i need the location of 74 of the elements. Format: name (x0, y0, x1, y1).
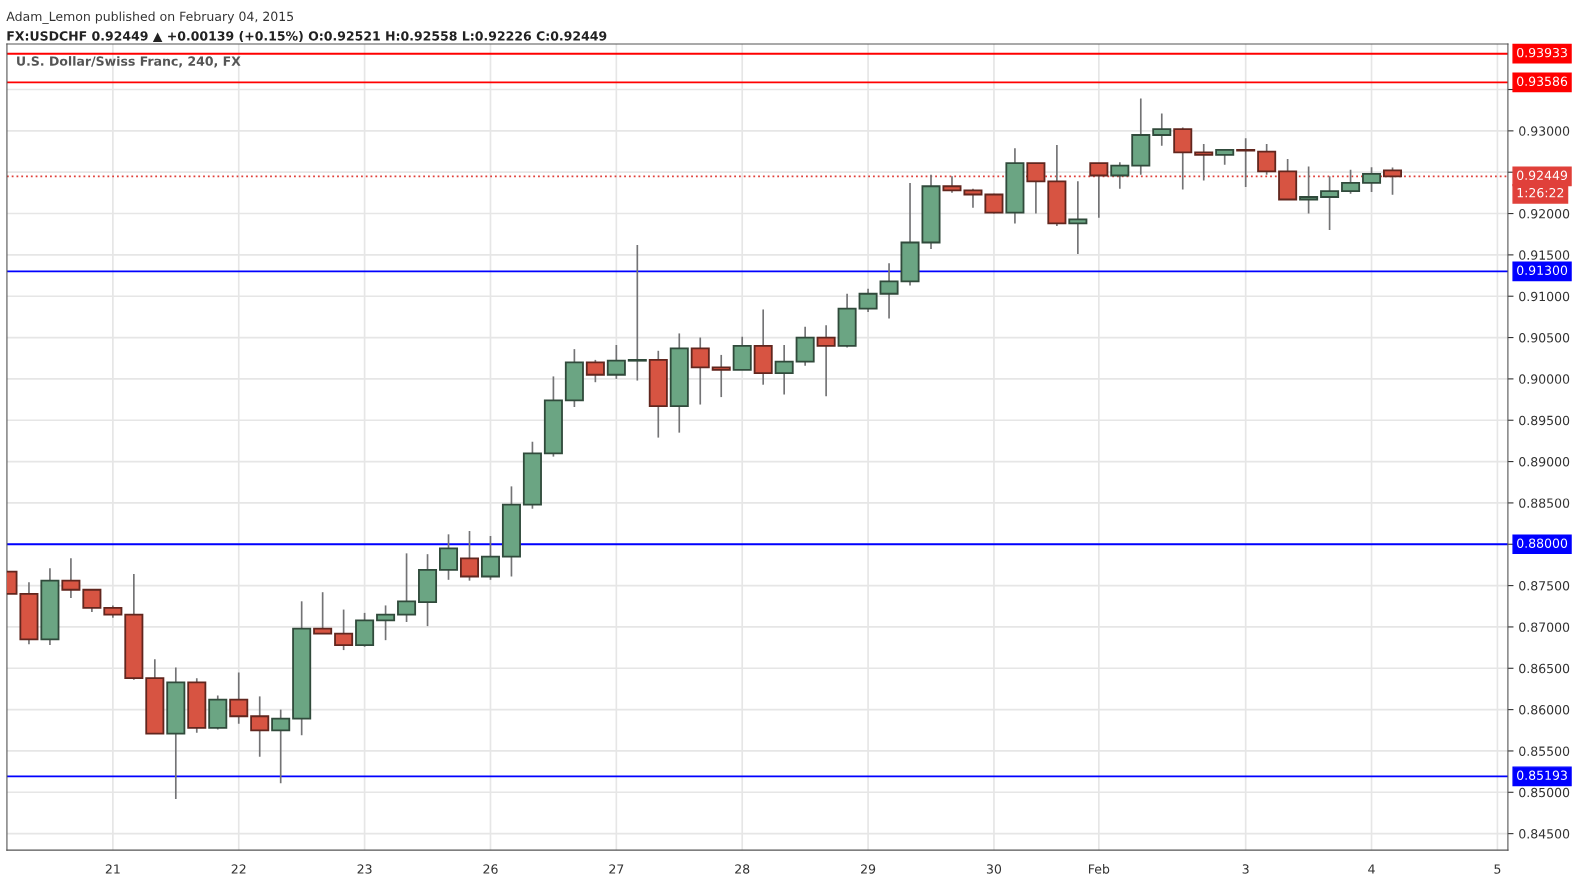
ref-line-label: 0.93933 (1517, 47, 1567, 58)
x-tick-label: 23 (357, 864, 372, 874)
candlestick (1110, 161, 1130, 190)
candlestick (1257, 143, 1277, 176)
y-tick-label: 0.89500 (1519, 415, 1570, 426)
candlestick (711, 354, 731, 398)
candlestick (690, 336, 710, 406)
text: 1:26:22 (1517, 187, 1564, 198)
candlestick (1173, 126, 1193, 191)
y-tick-label: 0.85000 (1519, 787, 1570, 798)
x-tick-label: 4 (1368, 864, 1375, 874)
candlestick (1089, 162, 1109, 219)
y-tick-label: 0.86500 (1519, 663, 1570, 674)
candlestick (1362, 166, 1382, 193)
candlestick (1194, 143, 1214, 182)
candlestick (1320, 175, 1340, 231)
candlestick (606, 344, 626, 380)
candlestick (271, 708, 291, 785)
candlestick (459, 530, 480, 582)
x-tick-label: 5 (1494, 864, 1501, 874)
candlestick (732, 335, 752, 371)
y-tick-label: 0.91500 (1519, 250, 1570, 260)
x-tick-label: Feb (1089, 864, 1110, 874)
y-tick-label: 0.91000 (1519, 291, 1570, 302)
x-tick-label: 22 (231, 864, 246, 874)
y-tick-label: 0.87500 (1519, 581, 1570, 591)
candlestick (858, 287, 878, 313)
candlestick (397, 552, 417, 623)
y-tick-label: 0.90500 (1519, 333, 1570, 343)
x-tick-label: 28 (735, 864, 750, 874)
candlestick (1026, 162, 1046, 215)
y-tick-label: 0.87000 (1519, 622, 1570, 632)
candlestick (879, 262, 899, 320)
ref-line-label: 0.91300 (1517, 265, 1568, 276)
candlestick (1068, 180, 1088, 255)
ref-line-label: 0.85193 (1517, 770, 1567, 780)
y-tick-label: 0.92000 (1519, 209, 1570, 219)
candlestick (1299, 165, 1319, 215)
candlestick (1383, 166, 1403, 196)
text: FX:USDCHF 0.92449 ▲ +0.00139 (+0.15%) O:0.92521 H:0.92558 L:0.92226 C:0.92449 (7, 30, 607, 43)
text: Adam_Lemon published on February 04, 2015 (6, 11, 294, 24)
x-tick-label: 21 (105, 864, 120, 874)
y-tick-label: 0.84500 (1519, 829, 1570, 839)
candlestick (585, 359, 605, 384)
y-tick-label: 0.88500 (1519, 498, 1570, 508)
y-tick-label: 0.85500 (1519, 746, 1570, 756)
x-tick-label: 30 (986, 864, 1002, 874)
candlestick (61, 557, 81, 599)
candlestick (1341, 168, 1361, 195)
candlestick (816, 324, 836, 398)
text: U.S. Dollar/Swiss Franc, 240, FX (17, 56, 241, 68)
x-tick-label: 27 (609, 864, 624, 874)
candlestick (334, 608, 354, 651)
x-tick-label: 26 (483, 864, 498, 874)
candlestick (376, 604, 396, 641)
ref-line-label: 0.93586 (1517, 76, 1568, 87)
y-tick-label: 0.93000 (1519, 126, 1570, 136)
ref-line-label: 0.88000 (1517, 538, 1568, 548)
candlestick (439, 533, 459, 581)
candlestick (250, 695, 270, 758)
x-tick-label: 29 (861, 864, 876, 874)
candlestick (795, 325, 815, 367)
candlestick (313, 591, 333, 635)
candlestick (480, 535, 500, 581)
candlestick (627, 244, 647, 382)
x-tick-label: 3 (1242, 864, 1249, 874)
y-tick-label: 0.86000 (1519, 705, 1570, 715)
candlestick (229, 671, 249, 725)
y-tick-label: 0.90000 (1519, 374, 1570, 384)
candlestick (774, 344, 794, 396)
ref-line-label: 0.92449 (1517, 170, 1568, 181)
candlestick (1152, 112, 1172, 147)
y-tick-label: 0.89000 (1519, 457, 1570, 467)
candlestick (1236, 137, 1256, 188)
